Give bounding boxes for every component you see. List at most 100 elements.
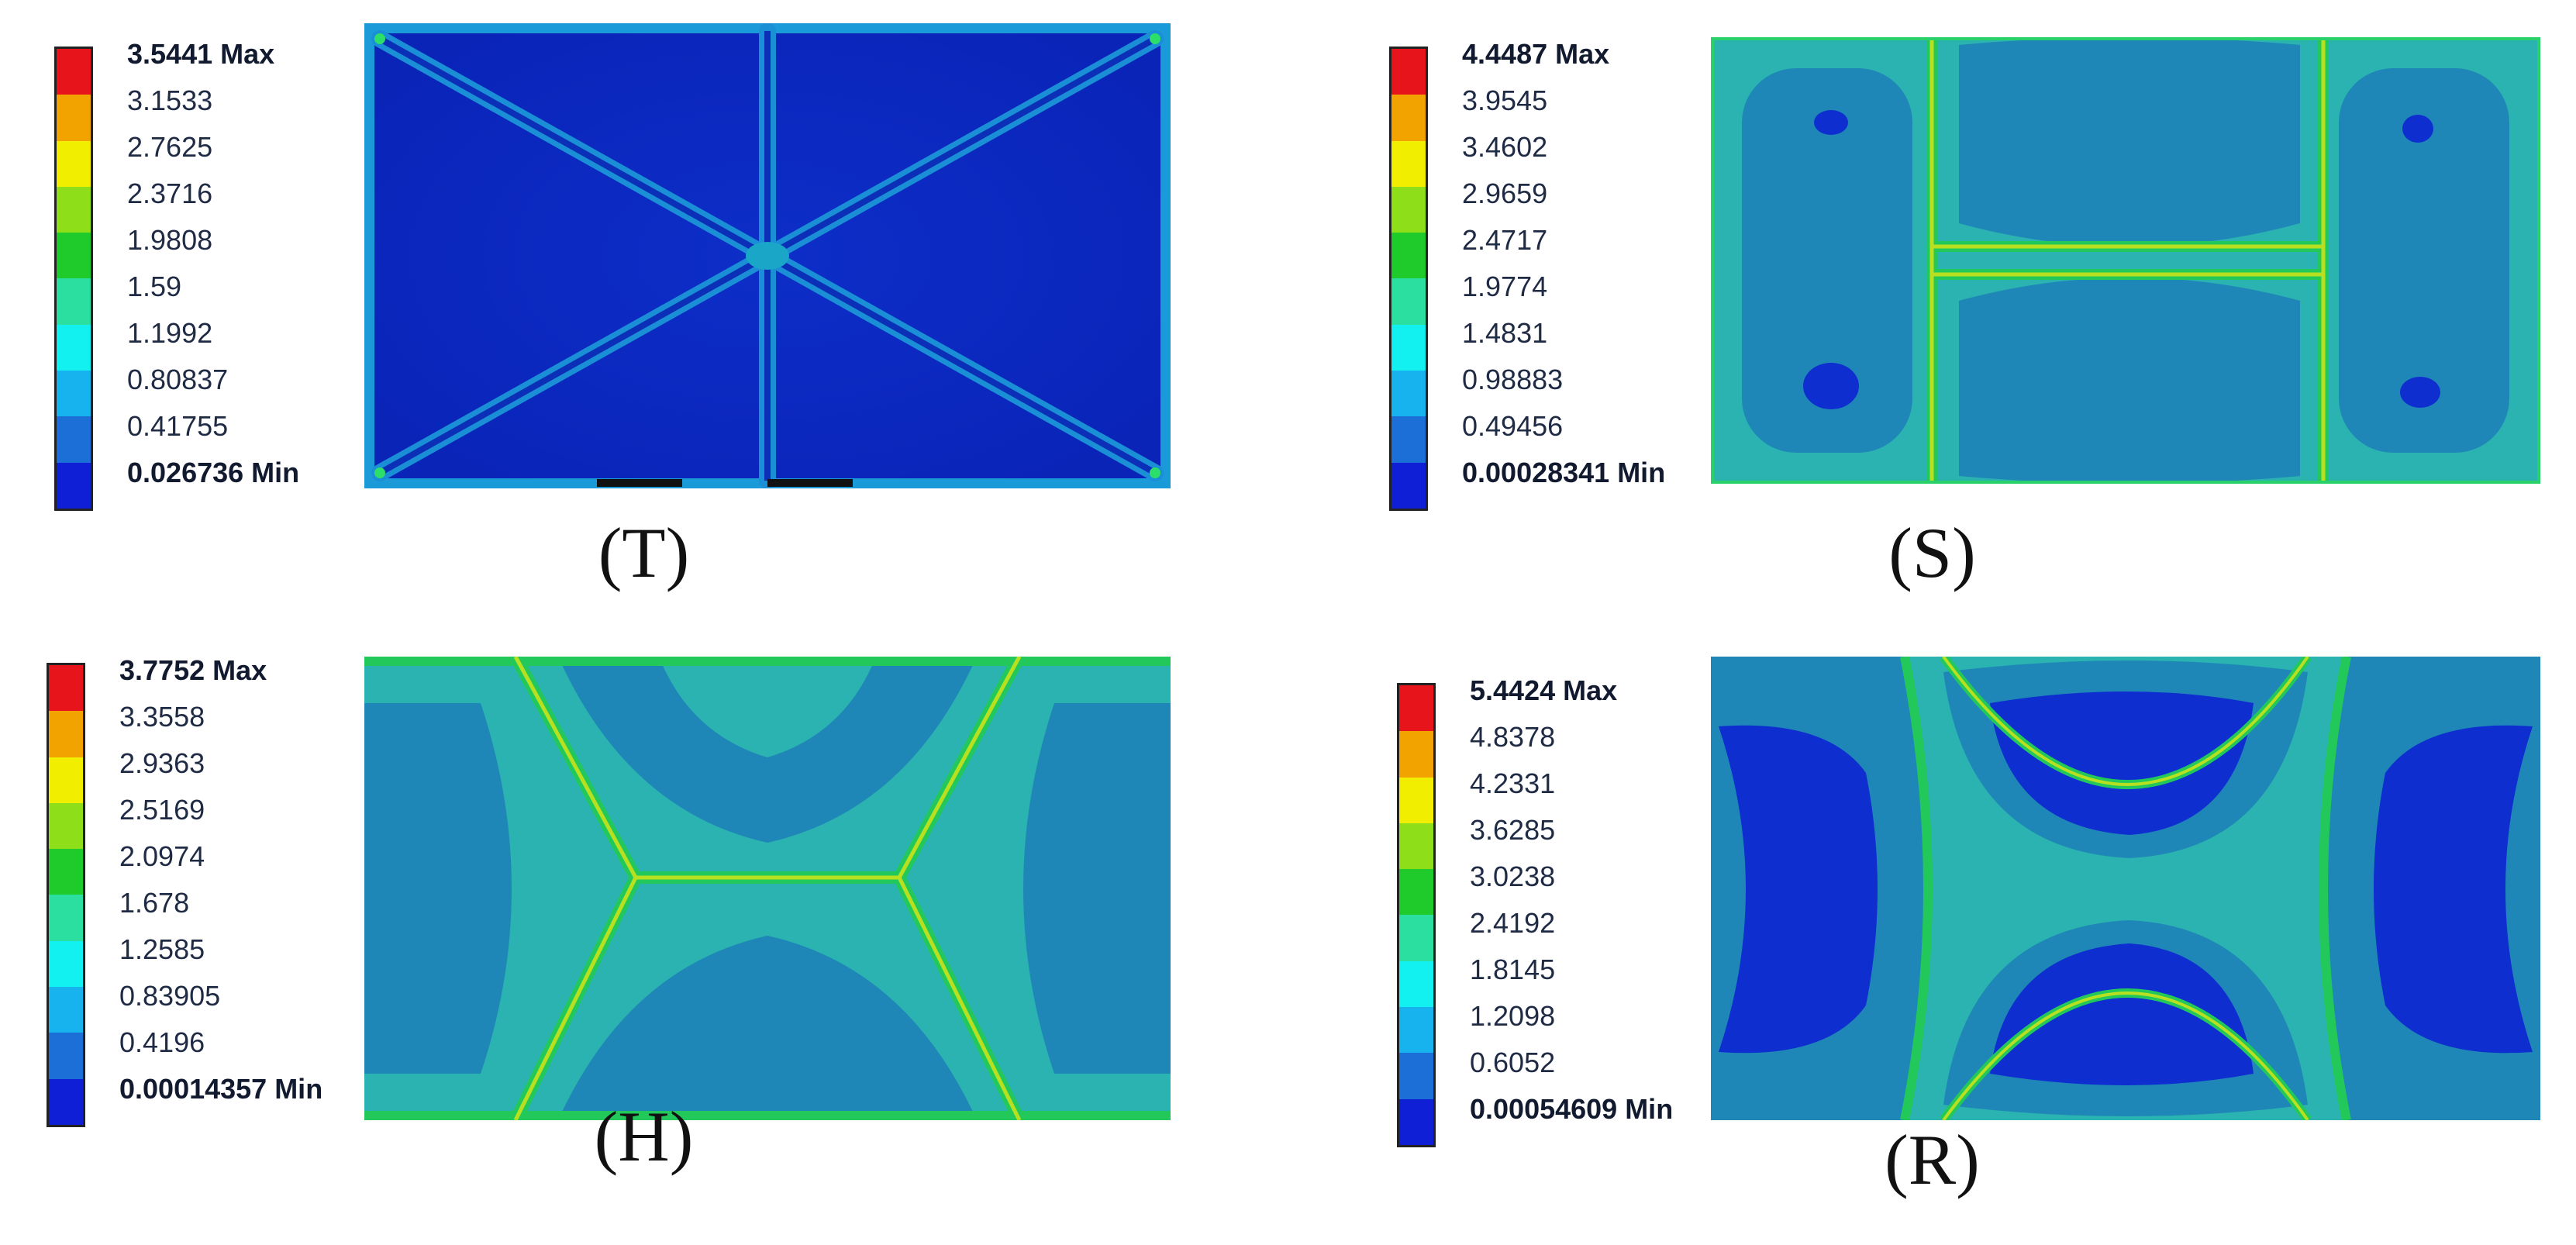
legend-colorbar — [47, 663, 85, 1127]
legend-swatch — [1391, 462, 1426, 509]
contour-plot — [1711, 37, 2540, 484]
legend-tick-label: 2.4717 — [1462, 224, 1548, 256]
legend-tick-label: 0.83905 — [119, 980, 221, 1012]
panel-r: 5.4424 Max 4.8378 4.2331 3.6285 3.0238 2… — [1288, 622, 2576, 1245]
legend-tick-label: 2.9363 — [119, 747, 205, 779]
legend-colorbar — [1389, 47, 1428, 511]
legend-tick-label: 3.9545 — [1462, 84, 1548, 116]
legend-tick-label: 0.49456 — [1462, 410, 1564, 442]
legend-tick-label: 4.2331 — [1470, 767, 1556, 799]
legend-tick-label: 3.0238 — [1470, 860, 1556, 892]
contour-plot — [1711, 657, 2540, 1120]
panel-label: (R) — [1885, 1120, 1980, 1199]
legend-max-label: 3.7752 Max — [119, 654, 267, 686]
legend-swatch — [1391, 49, 1426, 95]
legend-swatch — [1399, 915, 1433, 961]
legend-swatch — [57, 462, 91, 509]
panel-label: (T) — [598, 513, 690, 592]
legend-swatch — [57, 49, 91, 95]
legend-tick-label: 1.2098 — [1470, 1000, 1556, 1032]
legend-swatch — [1399, 823, 1433, 870]
legend-tick-label: 2.9659 — [1462, 178, 1548, 209]
panel-label: (H) — [594, 1097, 694, 1176]
legend-tick-label: 2.7625 — [127, 131, 213, 163]
legend-tick-label: 1.4831 — [1462, 317, 1548, 349]
color-legend: 4.4487 Max 3.9545 3.4602 2.9659 2.4717 1… — [1389, 38, 1699, 511]
legend-tick-label: 0.98883 — [1462, 364, 1564, 395]
legend-swatch — [1391, 278, 1426, 325]
legend-swatch — [1399, 685, 1433, 732]
legend-swatch — [1391, 324, 1426, 371]
legend-swatch — [49, 895, 83, 941]
panel-t: 3.5441 Max 3.1533 2.7625 2.3716 1.9808 1… — [0, 0, 1288, 622]
contour-plot — [364, 23, 1171, 488]
panel-s: 4.4487 Max 3.9545 3.4602 2.9659 2.4717 1… — [1288, 0, 2576, 622]
legend-tick-label: 3.1533 — [127, 84, 213, 116]
legend-min-label: 0.026736 Min — [127, 457, 300, 488]
color-legend: 3.7752 Max 3.3558 2.9363 2.5169 2.0974 1… — [47, 654, 357, 1127]
legend-swatch — [57, 95, 91, 141]
legend-tick-label: 3.6285 — [1470, 814, 1556, 846]
legend-tick-label: 3.4602 — [1462, 131, 1548, 163]
legend-colorbar — [1397, 683, 1436, 1147]
panel-h: 3.7752 Max 3.3558 2.9363 2.5169 2.0974 1… — [0, 622, 1288, 1245]
legend-max-label: 4.4487 Max — [1462, 38, 1610, 70]
legend-swatch — [1399, 1007, 1433, 1054]
legend-max-label: 5.4424 Max — [1470, 674, 1618, 706]
contour-plot — [364, 657, 1171, 1120]
legend-tick-label: 0.6052 — [1470, 1047, 1556, 1078]
legend-swatch — [1391, 371, 1426, 417]
legend-tick-label: 2.0974 — [119, 840, 205, 872]
legend-swatch — [1399, 731, 1433, 778]
legend-swatch — [1391, 416, 1426, 463]
legend-swatch — [49, 987, 83, 1033]
legend-swatch — [49, 802, 83, 850]
legend-tick-label: 1.2585 — [119, 933, 205, 965]
legend-tick-label: 1.59 — [127, 271, 182, 302]
legend-tick-label: 2.5169 — [119, 794, 205, 826]
legend-min-label: 0.00014357 Min — [119, 1073, 323, 1105]
legend-min-label: 0.00028341 Min — [1462, 457, 1666, 488]
legend-swatch — [1391, 233, 1426, 279]
legend-tick-label: 1.9808 — [127, 224, 213, 256]
legend-tick-label: 0.4196 — [119, 1026, 205, 1058]
legend-swatch — [57, 416, 91, 463]
legend-swatch — [1391, 186, 1426, 233]
legend-swatch — [49, 711, 83, 757]
legend-swatch — [49, 849, 83, 895]
color-legend: 3.5441 Max 3.1533 2.7625 2.3716 1.9808 1… — [54, 38, 364, 511]
legend-swatch — [57, 371, 91, 417]
legend-max-label: 3.5441 Max — [127, 38, 275, 70]
legend-swatch — [1399, 960, 1433, 1008]
legend-tick-label: 1.678 — [119, 887, 190, 919]
legend-min-label: 0.00054609 Min — [1470, 1093, 1674, 1125]
panel-label: (S) — [1888, 513, 1976, 592]
legend-swatch — [49, 1078, 83, 1125]
legend-swatch — [57, 324, 91, 371]
legend-swatch — [57, 233, 91, 279]
legend-swatch — [1391, 95, 1426, 141]
legend-tick-label: 4.8378 — [1470, 721, 1556, 753]
legend-swatch — [49, 1033, 83, 1079]
legend-tick-label: 2.3716 — [127, 178, 213, 209]
legend-swatch — [1399, 869, 1433, 916]
legend-tick-label: 1.1992 — [127, 317, 213, 349]
legend-tick-label: 1.8145 — [1470, 954, 1556, 985]
legend-swatch — [1399, 777, 1433, 823]
legend-swatch — [1399, 1053, 1433, 1099]
legend-swatch — [49, 757, 83, 803]
color-legend: 5.4424 Max 4.8378 4.2331 3.6285 3.0238 2… — [1397, 674, 1707, 1147]
legend-tick-label: 0.80837 — [127, 364, 229, 395]
legend-tick-label: 1.9774 — [1462, 271, 1548, 302]
legend-swatch — [1391, 140, 1426, 187]
legend-swatch — [57, 278, 91, 325]
legend-tick-label: 2.4192 — [1470, 907, 1556, 939]
legend-swatch — [57, 140, 91, 187]
legend-swatch — [57, 186, 91, 233]
legend-swatch — [49, 940, 83, 988]
legend-swatch — [49, 665, 83, 712]
legend-tick-label: 0.41755 — [127, 410, 229, 442]
legend-tick-label: 3.3558 — [119, 701, 205, 733]
legend-swatch — [1399, 1098, 1433, 1145]
legend-colorbar — [54, 47, 93, 511]
